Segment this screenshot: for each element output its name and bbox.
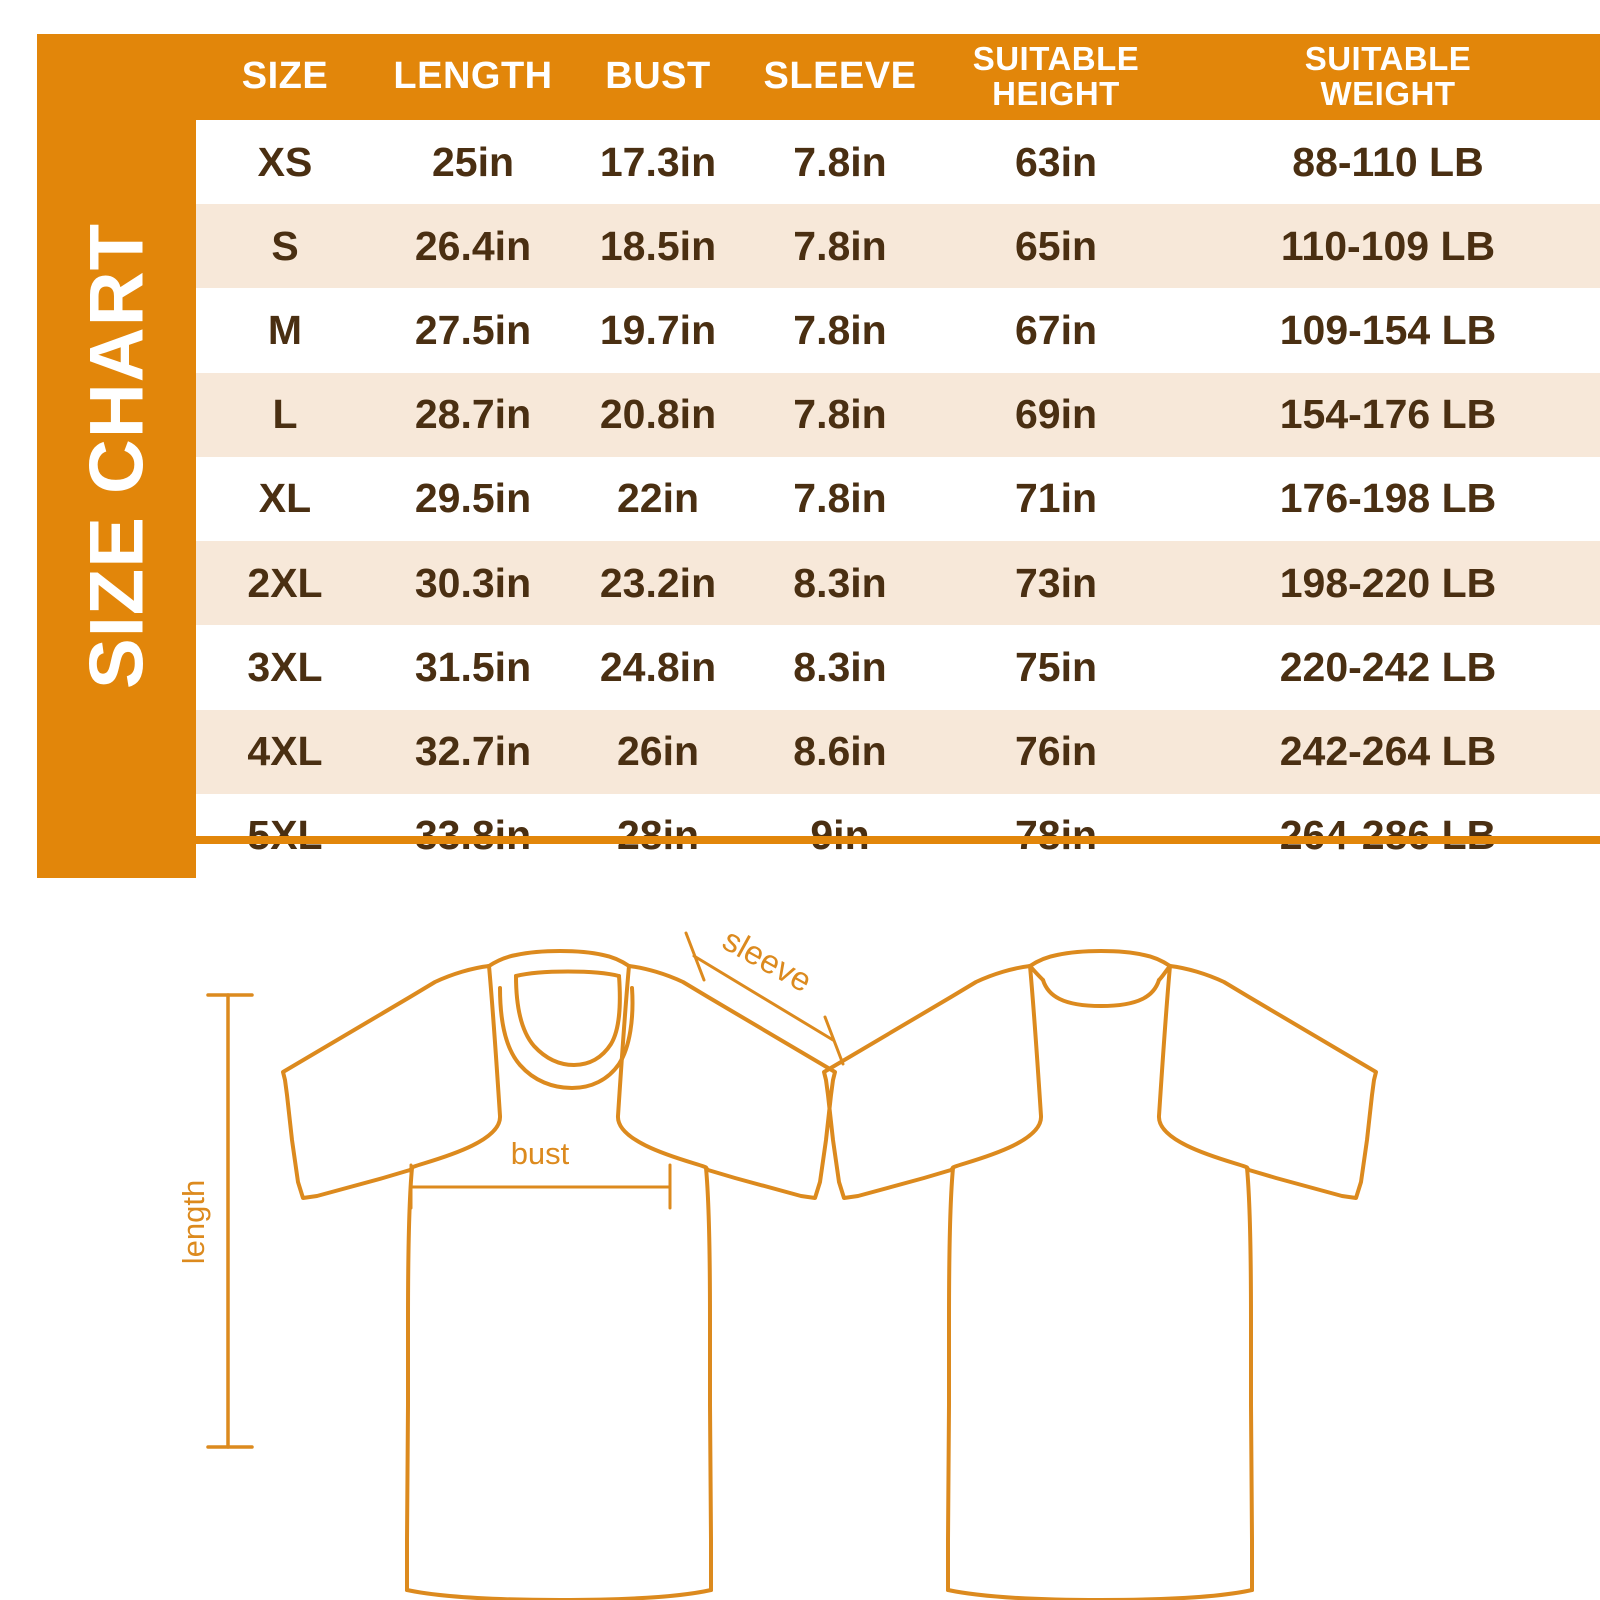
cell-sleeve: 7.8in — [793, 222, 887, 269]
cell-size: 5XL — [196, 794, 374, 878]
cell-size: L — [272, 391, 298, 438]
cell-bust: 28in — [572, 794, 744, 878]
cell-sleeve: 8.3in — [793, 559, 887, 606]
cell-sleeve: 7.8in — [793, 138, 887, 185]
table-body: XS 25in 17.3in 7.8in 63in 88-110 LB S 26… — [196, 120, 1600, 878]
cell-bust: 26in — [616, 728, 700, 775]
column-header-suitable-weight: SUITABLE WEIGHT — [1176, 34, 1600, 120]
cell-weight: 110-109 LB — [1280, 222, 1496, 269]
cell-length: 25in — [431, 138, 515, 185]
cell-size: S — [271, 222, 299, 269]
cell-length: 29.5in — [414, 475, 532, 522]
cell-bust: 22in — [616, 475, 700, 522]
length-dimension-label: length — [176, 1180, 211, 1264]
cell-length: 32.7in — [414, 728, 532, 775]
size-chart-table: SIZE LENGTH BUST SLEEVE SUITABLE HEIGHT … — [196, 34, 1600, 878]
cell-size: XL — [258, 475, 312, 522]
table-bottom-accent-strip — [159, 836, 1600, 844]
bust-dimension-line — [409, 1163, 672, 1210]
cell-bust: 20.8in — [599, 391, 717, 438]
sleeve-dimension-line — [684, 931, 845, 1066]
cell-bust: 23.2in — [599, 559, 717, 606]
cell-length: 27.5in — [414, 307, 532, 354]
sleeve-dimension-label: sleeve — [717, 921, 818, 1000]
cell-height: 65in — [1014, 222, 1098, 269]
cell-weight: 109-154 LB — [1279, 307, 1497, 354]
garment-measurement-diagram: length — [0, 900, 1600, 1600]
cell-bust: 18.5in — [599, 222, 717, 269]
cell-length: 33.8in — [374, 794, 572, 878]
cell-size: 3XL — [247, 643, 323, 690]
column-header-line-1: SUITABLE — [1304, 40, 1472, 78]
cell-weight: 242-264 LB — [1279, 728, 1497, 775]
length-dimension-line — [206, 993, 254, 1449]
cell-sleeve: 7.8in — [793, 391, 887, 438]
cell-sleeve: 8.6in — [793, 728, 887, 775]
cell-length: 26.4in — [414, 222, 532, 269]
column-header-line-2: WEIGHT — [1320, 75, 1456, 112]
cell-height: 73in — [1014, 559, 1098, 606]
cell-height: 75in — [1014, 643, 1098, 690]
cell-height: 78in — [936, 794, 1176, 878]
cell-length: 28.7in — [414, 391, 532, 438]
column-header-line-1: SUITABLE — [972, 40, 1140, 78]
cell-height: 63in — [1014, 138, 1098, 185]
cell-size: XS — [257, 138, 313, 185]
table-header: SIZE LENGTH BUST SLEEVE SUITABLE HEIGHT … — [196, 34, 1600, 120]
table-row: XL 29.5in 22in 7.8in 71in 176-198 LB — [196, 456, 1600, 542]
table-row: S 26.4in 18.5in 7.8in 65in 110-109 LB — [196, 204, 1600, 289]
column-header-length: LENGTH — [393, 55, 553, 98]
cell-weight: 154-176 LB — [1279, 391, 1497, 438]
cell-bust: 24.8in — [599, 643, 717, 690]
cell-size: M — [267, 307, 303, 354]
table-row: 4XL 32.7in 26in 8.6in 76in 242-264 LB — [196, 709, 1600, 794]
table-row: 5XL 33.8in 28in 9in 78in 264-286 LB — [196, 793, 1600, 878]
cell-sleeve: 7.8in — [793, 307, 887, 354]
cell-sleeve: 7.8in — [793, 475, 887, 522]
cell-weight: 220-242 LB — [1279, 643, 1497, 690]
table-row: 3XL 31.5in 24.8in 8.3in 75in 220-242 LB — [196, 625, 1600, 710]
cell-weight: 264-286 LB — [1176, 794, 1600, 878]
cell-length: 31.5in — [414, 643, 532, 690]
cell-height: 69in — [1014, 391, 1098, 438]
table-row: M 27.5in 19.7in 7.8in 67in 109-154 LB — [196, 288, 1600, 373]
cell-height: 76in — [1014, 728, 1098, 775]
column-header-sleeve: SLEEVE — [763, 55, 917, 98]
table-row: L 28.7in 20.8in 7.8in 69in 154-176 LB — [196, 372, 1600, 457]
cell-size: 2XL — [247, 559, 323, 606]
cell-bust: 19.7in — [599, 307, 717, 354]
cell-length: 30.3in — [414, 559, 532, 606]
column-header-bust: BUST — [605, 55, 711, 98]
cell-sleeve: 8.3in — [793, 643, 887, 690]
cell-weight: 198-220 LB — [1279, 559, 1497, 606]
tshirt-front-outline — [281, 949, 837, 1600]
size-chart-panel: SIZE CHART SIZE LENGTH BUST SLEEVE SUITA… — [37, 34, 1600, 878]
cell-bust: 17.3in — [599, 138, 717, 185]
sidebar-rail: SIZE CHART — [37, 34, 196, 878]
table-header-row: SIZE LENGTH BUST SLEEVE SUITABLE HEIGHT … — [196, 34, 1600, 120]
column-header-suitable-height: SUITABLE HEIGHT — [936, 34, 1176, 120]
cell-height: 71in — [1014, 475, 1098, 522]
cell-height: 67in — [1014, 307, 1098, 354]
cell-weight: 88-110 LB — [1292, 138, 1484, 185]
cell-weight: 176-198 LB — [1279, 475, 1497, 522]
table-row: 2XL 30.3in 23.2in 8.3in 73in 198-220 LB — [196, 541, 1600, 626]
cell-sleeve: 9in — [744, 794, 936, 878]
column-header-line-2: HEIGHT — [992, 75, 1120, 112]
column-header-size: SIZE — [241, 55, 329, 98]
cell-size: 4XL — [247, 728, 323, 775]
bust-dimension-label: bust — [511, 1136, 570, 1171]
table-row: XS 25in 17.3in 7.8in 63in 88-110 LB — [196, 120, 1600, 205]
tshirt-back-outline — [822, 949, 1378, 1600]
